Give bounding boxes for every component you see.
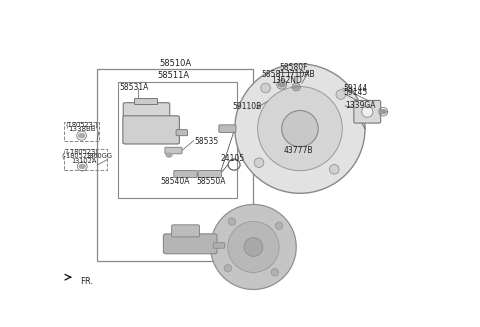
Ellipse shape bbox=[362, 106, 373, 117]
FancyBboxPatch shape bbox=[123, 116, 180, 144]
Text: 59110B: 59110B bbox=[232, 102, 262, 111]
Text: 1710AB: 1710AB bbox=[286, 71, 315, 79]
FancyBboxPatch shape bbox=[163, 234, 217, 254]
Ellipse shape bbox=[244, 238, 263, 256]
Ellipse shape bbox=[261, 83, 270, 93]
Circle shape bbox=[79, 164, 85, 168]
Text: FR.: FR. bbox=[81, 277, 94, 286]
Text: 58535: 58535 bbox=[194, 137, 218, 146]
Ellipse shape bbox=[271, 269, 278, 276]
Circle shape bbox=[278, 82, 285, 87]
Text: (180523-): (180523-) bbox=[65, 122, 98, 128]
Text: 58511A: 58511A bbox=[157, 71, 190, 80]
Ellipse shape bbox=[254, 158, 264, 167]
Text: 13102A: 13102A bbox=[72, 158, 97, 164]
FancyBboxPatch shape bbox=[165, 147, 182, 154]
Text: 1339GA: 1339GA bbox=[346, 101, 376, 111]
FancyBboxPatch shape bbox=[213, 243, 225, 248]
FancyBboxPatch shape bbox=[198, 170, 221, 178]
Bar bbox=[134, 98, 156, 104]
Bar bbox=[64, 122, 99, 141]
Circle shape bbox=[166, 153, 172, 157]
Ellipse shape bbox=[336, 90, 346, 99]
Ellipse shape bbox=[258, 87, 342, 171]
Ellipse shape bbox=[211, 204, 296, 289]
Ellipse shape bbox=[228, 221, 279, 272]
Ellipse shape bbox=[228, 218, 236, 225]
Circle shape bbox=[380, 110, 386, 114]
Text: 1338BB: 1338BB bbox=[68, 126, 96, 132]
Circle shape bbox=[79, 134, 84, 138]
FancyBboxPatch shape bbox=[219, 125, 236, 132]
Text: 1362ND: 1362ND bbox=[271, 76, 301, 85]
Ellipse shape bbox=[224, 265, 231, 272]
FancyBboxPatch shape bbox=[174, 170, 197, 178]
Text: 58531A: 58531A bbox=[120, 83, 149, 92]
Text: 58540A: 58540A bbox=[161, 177, 190, 186]
Text: 58550A: 58550A bbox=[196, 177, 226, 186]
Bar bbox=[64, 149, 107, 170]
Text: 1360GG: 1360GG bbox=[85, 153, 112, 159]
Text: (-180523): (-180523) bbox=[65, 148, 98, 155]
Text: 59145: 59145 bbox=[344, 88, 368, 97]
Bar bbox=[97, 69, 253, 261]
Text: 58580F: 58580F bbox=[279, 63, 308, 72]
Circle shape bbox=[294, 85, 299, 89]
FancyBboxPatch shape bbox=[354, 100, 381, 123]
Ellipse shape bbox=[329, 164, 339, 174]
Bar bbox=[118, 82, 237, 198]
Text: 59144: 59144 bbox=[344, 84, 368, 93]
Text: 58581: 58581 bbox=[261, 71, 285, 79]
Ellipse shape bbox=[282, 111, 318, 147]
Text: 43777B: 43777B bbox=[283, 146, 313, 155]
Text: 58510A: 58510A bbox=[159, 59, 192, 68]
Ellipse shape bbox=[276, 222, 283, 229]
FancyBboxPatch shape bbox=[176, 129, 188, 136]
Text: 24105: 24105 bbox=[221, 154, 245, 163]
Text: (-180523): (-180523) bbox=[61, 153, 94, 159]
FancyBboxPatch shape bbox=[172, 225, 200, 237]
FancyBboxPatch shape bbox=[123, 103, 170, 117]
Ellipse shape bbox=[235, 64, 365, 193]
